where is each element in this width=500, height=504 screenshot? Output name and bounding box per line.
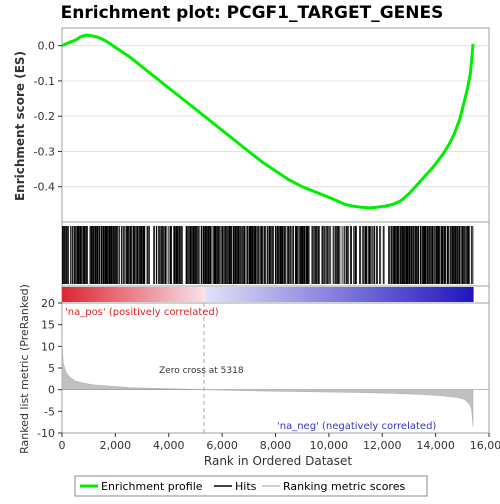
color-bar-segment <box>206 287 210 302</box>
color-bar-segment <box>165 287 169 302</box>
x-tick-label: 2,000 <box>100 439 132 452</box>
color-bar-segment <box>188 287 192 302</box>
color-bar-segment <box>197 287 201 302</box>
zero-cross-label: Zero cross at 5318 <box>159 366 244 376</box>
ranking-y-tick-label: 10 <box>41 340 55 353</box>
color-bar-segment <box>385 287 389 302</box>
color-bar-segment <box>270 287 274 302</box>
color-bar-segment <box>461 287 465 302</box>
color-bar-segment <box>394 287 398 302</box>
chart-title: Enrichment plot: PCGF1_TARGET_GENES <box>61 3 444 23</box>
x-tick-label: 8,000 <box>260 439 292 452</box>
color-bar-segment <box>238 287 242 302</box>
es-axis-label: Enrichment score (ES) <box>13 51 27 201</box>
color-bar-segment <box>124 287 128 302</box>
color-bar-segment <box>65 287 69 302</box>
color-bar-segment <box>88 287 92 302</box>
es-y-tick-label: -0.1 <box>34 75 55 88</box>
color-bar-segment <box>294 287 298 302</box>
color-bar-segment <box>303 287 307 302</box>
color-bar-segment <box>288 287 292 302</box>
ranking-axis-label: Ranked list metric (PreRanked) <box>18 284 31 454</box>
color-bar-segment <box>212 287 216 302</box>
ranking-y-tick-label: 0 <box>48 384 55 397</box>
x-tick-label: 4,000 <box>153 439 185 452</box>
color-bar-segment <box>147 287 151 302</box>
ranking-y-tick-label: -10 <box>37 427 55 440</box>
ranking-y-tick-label: -5 <box>44 405 55 418</box>
es-y-tick-label: -0.4 <box>34 181 55 194</box>
x-tick-label: 10,000 <box>310 439 349 452</box>
color-bar-segment <box>467 287 471 302</box>
es-y-tick-label: -0.2 <box>34 110 55 123</box>
color-bar-segment <box>156 287 160 302</box>
ranking-y-tick-label: 5 <box>48 362 55 375</box>
color-bar-segment <box>338 287 342 302</box>
es-y-tick-label: 0.0 <box>38 40 56 53</box>
ranking-y-axis: 20 15 10 5 0 -5 -10 <box>37 297 62 440</box>
correlation-color-bar <box>62 287 474 302</box>
x-tick-label: 6,000 <box>206 439 238 452</box>
color-bar-segment <box>435 287 439 302</box>
color-bar-segment <box>179 287 183 302</box>
x-axis: 0 2,000 4,000 6,000 8,000 10,000 12,000 14,000 1… <box>59 433 500 452</box>
color-bar-segment <box>411 287 415 302</box>
color-bar-segment <box>106 287 110 302</box>
color-bar-segment <box>279 287 283 302</box>
ranking-panel-frame <box>62 303 489 433</box>
es-y-axis: 0.0 -0.1 -0.2 -0.3 -0.4 <box>34 40 62 194</box>
ranking-y-tick-label: 15 <box>41 319 55 332</box>
legend-label-hits: Hits <box>235 480 257 493</box>
color-bar-segment <box>74 287 78 302</box>
color-bar-segment <box>353 287 357 302</box>
legend-label-ranking-metric: Ranking metric scores <box>283 480 405 493</box>
ranking-y-tick-label: 20 <box>41 297 55 310</box>
es-panel-frame <box>62 28 489 222</box>
color-bar-segment <box>253 287 256 302</box>
pos-correlated-label: 'na_pos' (positively correlated) <box>65 307 219 318</box>
x-tick-label: 0 <box>59 439 66 452</box>
color-bar-segment <box>262 287 266 302</box>
x-axis-label: Rank in Ordered Dataset <box>204 454 352 468</box>
color-bar-segment <box>403 287 407 302</box>
color-bar-segment <box>470 287 474 302</box>
es-y-tick-label: -0.3 <box>34 145 55 158</box>
color-bar-segment <box>444 287 448 302</box>
color-bar-segment <box>171 287 175 302</box>
color-bar-segment <box>83 287 87 302</box>
color-bar-segment <box>452 287 456 302</box>
color-bar-segment <box>420 287 424 302</box>
color-bar-segment <box>329 287 333 302</box>
legend: Enrichment profile Hits Ranking metric s… <box>75 476 427 496</box>
legend-label-enrichment-profile: Enrichment profile <box>101 480 203 493</box>
x-tick-label: 16,000 <box>470 439 500 452</box>
hit-marks <box>62 226 473 284</box>
neg-correlated-label: 'na_neg' (negatively correlated) <box>277 421 436 432</box>
color-bar-segment <box>138 287 142 302</box>
color-bar-segment <box>115 287 119 302</box>
color-bar-segment <box>97 287 101 302</box>
color-bar-segment <box>379 287 383 302</box>
x-tick-label: 12,000 <box>363 439 402 452</box>
color-bar-segment <box>344 287 348 302</box>
x-tick-label: 14,000 <box>416 439 455 452</box>
color-bar-segment <box>361 287 365 302</box>
color-bar-segment <box>247 287 251 302</box>
color-bar-segment <box>426 287 430 302</box>
color-bar-segment <box>320 287 324 302</box>
color-bar-segment <box>370 287 374 302</box>
color-bar-segment <box>312 287 316 302</box>
color-bar-segment <box>130 287 134 302</box>
color-bar-segment <box>229 287 233 302</box>
color-bar-segment <box>221 287 225 302</box>
